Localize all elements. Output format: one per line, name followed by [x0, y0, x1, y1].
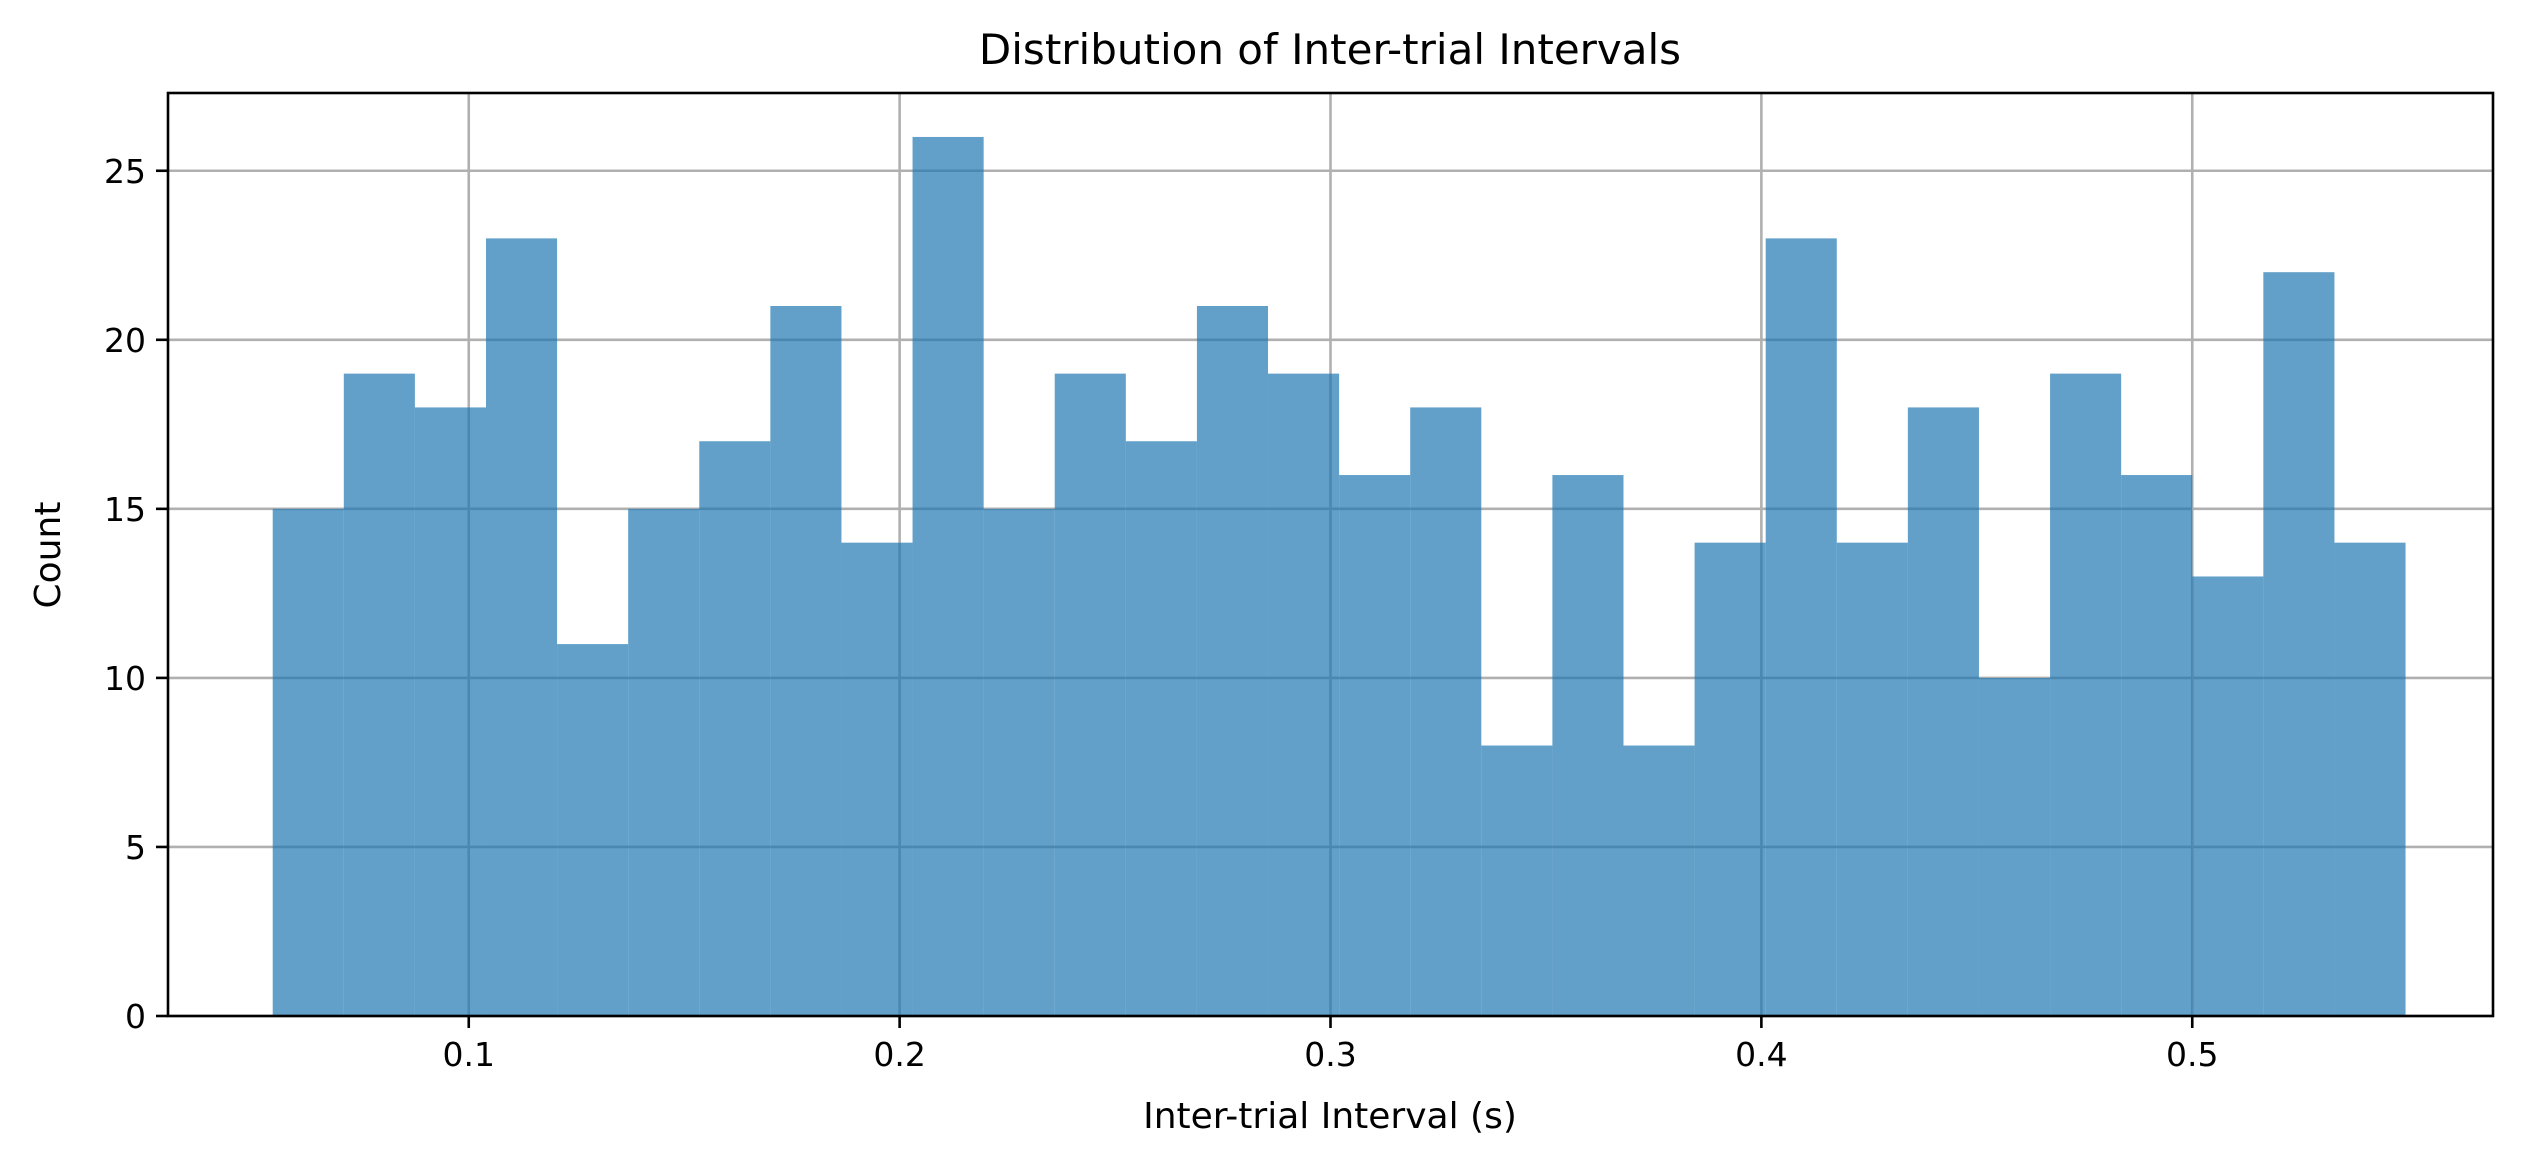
y-tick-label: 0 [125, 997, 146, 1036]
x-axis-label: Inter-trial Interval (s) [1143, 1096, 1517, 1137]
histogram-bar [1623, 745, 1695, 1016]
histogram-bar [2050, 373, 2122, 1017]
histogram-bar [1125, 441, 1197, 1016]
histogram-bar [841, 542, 913, 1016]
histogram-bar [1054, 373, 1126, 1017]
y-tick-label: 10 [104, 659, 146, 698]
histogram-bar [1978, 677, 2051, 1016]
histogram-bar [983, 508, 1055, 1016]
plot-frame [166, 91, 2495, 1018]
histogram-bar [343, 373, 415, 1017]
histogram-bar [2334, 542, 2406, 1016]
histogram-bar [1552, 475, 1624, 1016]
histogram-bar [1481, 745, 1553, 1016]
x-tick-label: 0.1 [443, 1035, 495, 1074]
histogram-bar [912, 136, 984, 1016]
histogram-bar [1268, 373, 1340, 1017]
histogram-bar [414, 407, 486, 1016]
y-tick-label: 25 [104, 152, 146, 191]
x-tick-label: 0.2 [873, 1035, 925, 1074]
y-tick-label: 20 [104, 321, 146, 360]
histogram-bar [628, 508, 700, 1016]
histogram-bars [272, 136, 2406, 1017]
y-axis-ticks: 0 5 10 15 20 25 [104, 152, 168, 1036]
x-tick-label: 0.4 [1735, 1035, 1787, 1074]
histogram-bar [1339, 475, 1411, 1016]
x-axis-ticks: 0.1 0.2 0.3 0.4 0.5 [443, 1016, 2218, 1074]
histogram-bar [2263, 272, 2335, 1016]
histogram-bar [699, 441, 771, 1016]
histogram-bar [1196, 306, 1269, 1016]
y-tick-label: 15 [104, 490, 146, 529]
histogram-bar [2192, 576, 2264, 1016]
histogram-bar [770, 306, 842, 1016]
histogram-bar [272, 508, 344, 1016]
histogram-bar [1765, 238, 1837, 1016]
x-tick-label: 0.5 [2166, 1035, 2218, 1074]
histogram-bar [1694, 542, 1766, 1016]
y-axis-label: Count [28, 502, 69, 609]
histogram-bar [1836, 542, 1908, 1016]
histogram-bar [1907, 407, 1979, 1016]
x-tick-label: 0.3 [1304, 1035, 1356, 1074]
y-tick-label: 5 [125, 828, 146, 867]
histogram-bar [557, 644, 629, 1016]
histogram-bar [485, 238, 558, 1016]
histogram-bar [1410, 407, 1482, 1016]
histogram-bar [2121, 475, 2193, 1016]
chart-title: Distribution of Inter-trial Intervals [979, 25, 1681, 74]
